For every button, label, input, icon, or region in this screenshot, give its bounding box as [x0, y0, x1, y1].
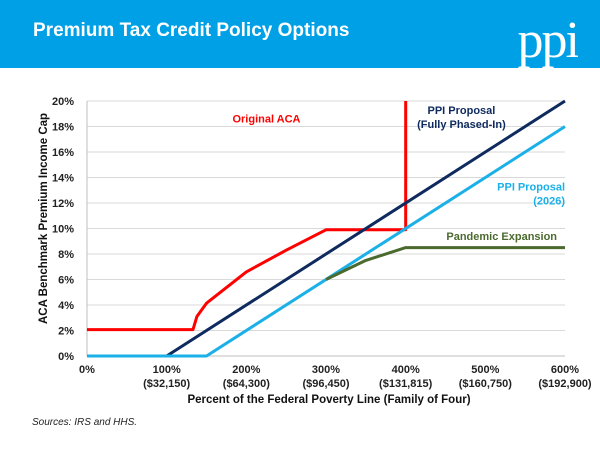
y-tick-label: 18% [52, 122, 74, 134]
page-title: Premium Tax Credit Policy Options [33, 20, 350, 41]
series-label: Original ACA [232, 114, 300, 126]
x-tick-label: 300% [312, 364, 340, 376]
series-line-original-aca [87, 101, 408, 332]
x-tick-sublabel: ($96,450) [302, 378, 349, 390]
x-tick-sublabel: ($192,900) [538, 378, 592, 390]
series-label: PPI Proposal [428, 105, 496, 117]
series-label: (Fully Phased-In) [417, 119, 506, 131]
y-tick-label: 0% [58, 351, 74, 363]
y-tick-label: 14% [52, 173, 74, 185]
series-line-ppi-proposal-2026- [87, 125, 566, 358]
y-tick-label: 6% [58, 275, 74, 287]
y-axis-label: ACA Benchmark Premium Income Cap [38, 113, 50, 324]
x-axis-label: Percent of the Federal Poverty Line (Fam… [187, 394, 470, 406]
x-tick-sublabel: ($131,815) [379, 378, 433, 390]
y-tick-label: 4% [58, 300, 74, 312]
series-label: PPI Proposal [497, 181, 565, 193]
y-tick-label: 2% [58, 326, 74, 338]
x-tick-label: 600% [551, 364, 579, 376]
x-tick-label: 0% [79, 364, 95, 376]
y-tick-label: 20% [52, 96, 74, 108]
x-tick-label: 400% [392, 364, 420, 376]
x-tick-label: 100% [153, 364, 181, 376]
x-tick-label: 200% [232, 364, 260, 376]
series-line-pandemic-expansion [325, 246, 565, 281]
series-label: Pandemic Expansion [446, 231, 557, 243]
x-tick-sublabel: ($64,300) [223, 378, 270, 390]
y-tick-label: 16% [52, 147, 74, 159]
x-tick-sublabel: ($32,150) [143, 378, 190, 390]
y-tick-label: 12% [52, 198, 74, 210]
sources-note: Sources: IRS and HHS. [32, 417, 138, 428]
x-tick-label: 500% [471, 364, 499, 376]
header-bar: Premium Tax Credit Policy Options ppi [0, 0, 600, 69]
x-tick-sublabel: ($160,750) [459, 378, 513, 390]
y-tick-label: 10% [52, 224, 74, 236]
y-tick-label: 8% [58, 249, 74, 261]
series-label: (2026) [533, 195, 565, 207]
ppi-logo: ppi [517, 12, 578, 69]
